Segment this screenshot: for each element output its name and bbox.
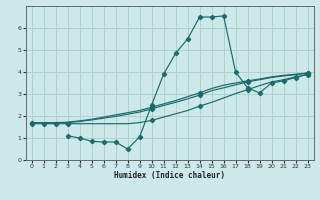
X-axis label: Humidex (Indice chaleur): Humidex (Indice chaleur) <box>114 171 225 180</box>
